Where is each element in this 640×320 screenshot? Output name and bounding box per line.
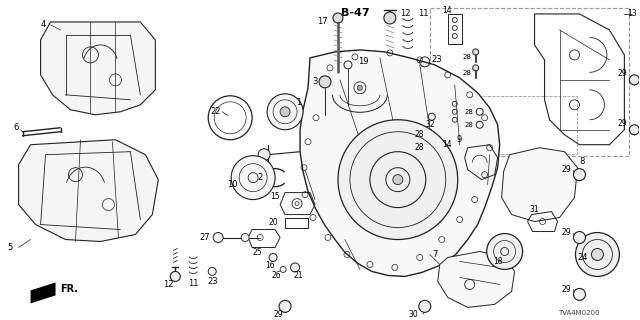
Text: 23: 23 (207, 277, 218, 286)
Text: TVA4M0200: TVA4M0200 (558, 310, 600, 316)
Text: 3: 3 (312, 77, 318, 86)
Text: 15: 15 (271, 192, 280, 201)
Circle shape (384, 12, 396, 24)
Circle shape (279, 300, 291, 312)
Text: 8: 8 (579, 157, 585, 166)
Circle shape (575, 233, 620, 276)
Text: 14: 14 (442, 140, 452, 149)
Circle shape (170, 271, 180, 281)
Text: 27: 27 (200, 233, 210, 242)
Circle shape (419, 300, 431, 312)
Polygon shape (300, 50, 500, 276)
Text: 31: 31 (530, 205, 540, 214)
Circle shape (473, 49, 479, 55)
Circle shape (629, 125, 639, 135)
Text: FR.: FR. (61, 284, 79, 294)
Text: 5: 5 (8, 243, 13, 252)
Text: 7: 7 (433, 250, 438, 259)
Text: B-47: B-47 (340, 8, 369, 18)
Text: 29: 29 (562, 228, 572, 237)
Circle shape (591, 249, 604, 260)
Circle shape (269, 253, 277, 261)
Circle shape (393, 175, 403, 185)
Polygon shape (40, 22, 156, 115)
Text: 11: 11 (188, 279, 198, 288)
Circle shape (357, 85, 362, 90)
Text: 18: 18 (493, 257, 502, 266)
Circle shape (486, 234, 523, 269)
Bar (430, 8, 629, 156)
Text: 30: 30 (408, 310, 418, 319)
Circle shape (241, 234, 249, 242)
Polygon shape (502, 148, 577, 221)
Bar (430, 96, 577, 154)
Text: 28: 28 (414, 143, 424, 152)
Circle shape (629, 75, 639, 85)
Text: 9: 9 (456, 135, 461, 144)
Circle shape (231, 156, 275, 200)
Text: 13: 13 (627, 10, 637, 19)
Circle shape (258, 149, 270, 161)
Circle shape (573, 169, 586, 180)
Circle shape (280, 107, 290, 117)
Text: 29: 29 (618, 119, 627, 128)
Text: 29: 29 (562, 165, 572, 174)
Circle shape (319, 76, 331, 88)
Text: 29: 29 (273, 310, 283, 319)
Polygon shape (438, 252, 515, 308)
Text: 12: 12 (400, 10, 410, 19)
Polygon shape (31, 283, 56, 303)
Text: 26: 26 (271, 271, 281, 280)
Text: 28: 28 (465, 122, 474, 128)
Circle shape (291, 263, 300, 272)
Text: 1: 1 (296, 98, 301, 107)
Circle shape (213, 233, 223, 243)
Circle shape (267, 94, 303, 130)
Text: 14: 14 (442, 6, 452, 15)
Text: 29: 29 (618, 69, 627, 78)
Text: 25: 25 (252, 248, 262, 257)
Circle shape (333, 13, 343, 23)
Circle shape (338, 120, 458, 239)
Text: 17: 17 (317, 18, 328, 27)
Text: 6: 6 (13, 123, 19, 132)
Text: 24: 24 (577, 253, 588, 262)
Text: 23: 23 (432, 55, 442, 64)
Text: 11: 11 (418, 10, 428, 19)
Text: 12: 12 (163, 280, 173, 289)
Text: 16: 16 (266, 261, 275, 270)
Polygon shape (19, 140, 158, 242)
Text: 2: 2 (258, 173, 263, 182)
Circle shape (573, 232, 586, 244)
Text: 4: 4 (40, 20, 45, 29)
Text: 28: 28 (465, 109, 474, 115)
Text: 21: 21 (293, 271, 303, 280)
Text: 20: 20 (268, 218, 278, 227)
Text: 10: 10 (227, 180, 237, 189)
Circle shape (473, 65, 479, 71)
Text: 22: 22 (210, 107, 220, 116)
Text: 32: 32 (425, 120, 435, 129)
Text: 19: 19 (358, 57, 369, 66)
Text: 28: 28 (414, 130, 424, 139)
Text: 29: 29 (562, 285, 572, 294)
Text: 28: 28 (463, 54, 472, 60)
Circle shape (573, 288, 586, 300)
Text: 28: 28 (463, 70, 472, 76)
